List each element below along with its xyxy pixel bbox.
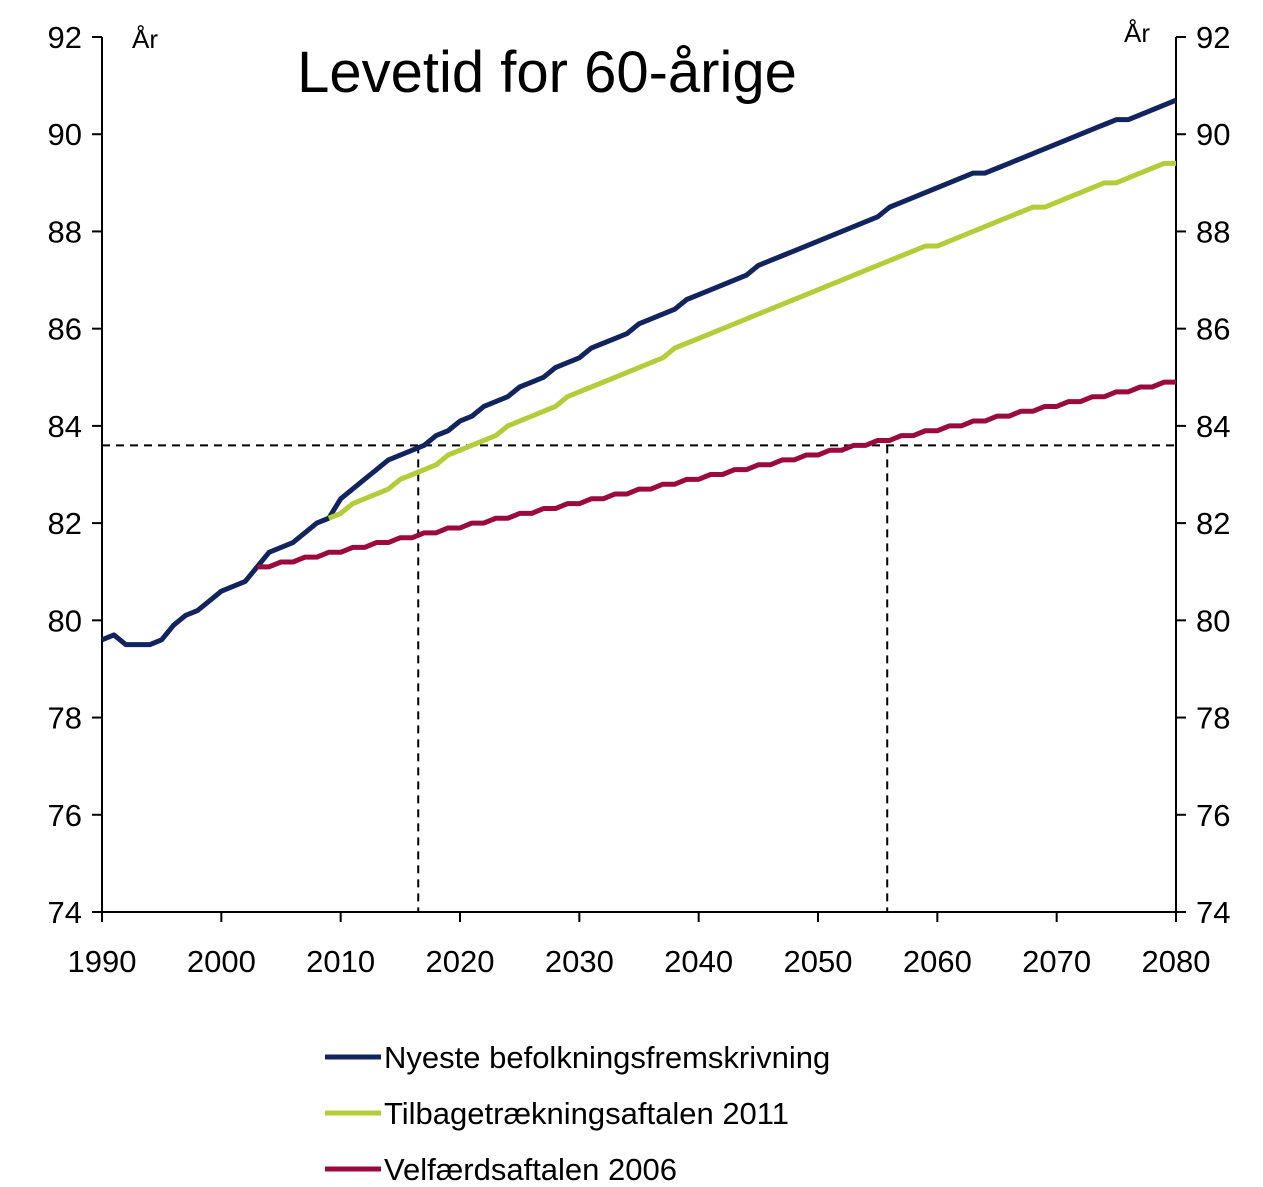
x-tick-label: 2040 [664,944,733,979]
y2-tick-label: 76 [1196,798,1230,833]
legend-label: Nyeste befolkningsfremskrivning [384,1040,830,1075]
x-tick-label: 2080 [1142,944,1211,979]
y2-tick-label: 84 [1196,409,1230,444]
x-tick-label: 2000 [187,944,256,979]
y-tick-label: 92 [48,20,82,55]
y-tick-label: 74 [48,895,82,930]
series-line [257,379,1176,570]
x-tick-label: 2070 [1022,944,1091,979]
y2-tick-label: 82 [1196,506,1230,541]
series-line [327,160,1176,521]
x-tick-label: 2030 [545,944,614,979]
y2-tick-label: 88 [1196,214,1230,249]
y-tick-label: 86 [48,312,82,347]
y2-tick-label: 74 [1196,895,1230,930]
y2-tick-label: 80 [1196,603,1230,638]
y-tick-label: 76 [48,798,82,833]
y-tick-label: 90 [48,117,82,152]
series-line [101,97,1177,648]
y2-tick-label: 78 [1196,701,1230,736]
y2-tick-label: 92 [1196,20,1230,55]
x-tick-label: 2050 [784,944,853,979]
x-tick-label: 2060 [903,944,972,979]
x-tick-label: 2010 [306,944,375,979]
y-tick-label: 78 [48,701,82,736]
y-axis-label: År [132,24,158,54]
y-tick-label: 82 [48,506,82,541]
y2-tick-label: 86 [1196,312,1230,347]
y2-axis-label: År [1124,18,1150,48]
legend-label: Velfærdsaftalen 2006 [384,1152,677,1187]
chart-title: Levetid for 60-årige [297,40,797,105]
x-tick-label: 2020 [426,944,495,979]
y-tick-label: 84 [48,409,82,444]
y-tick-label: 88 [48,214,82,249]
legend-label: Tilbagetrækningsaftalen 2011 [384,1096,789,1131]
y2-tick-label: 90 [1196,117,1230,152]
x-tick-label: 1990 [68,944,137,979]
y-tick-label: 80 [48,603,82,638]
